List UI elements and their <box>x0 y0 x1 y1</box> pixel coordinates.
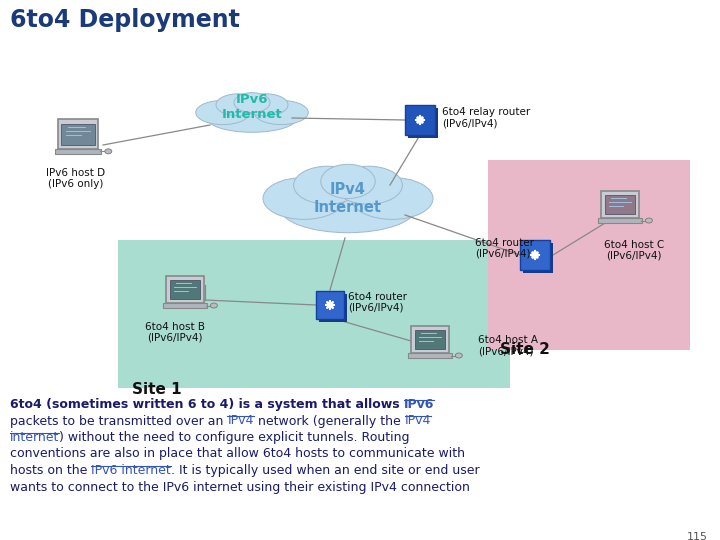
FancyBboxPatch shape <box>415 330 446 349</box>
FancyBboxPatch shape <box>166 276 204 303</box>
FancyBboxPatch shape <box>58 119 99 149</box>
Text: IPv6 internet: IPv6 internet <box>91 464 171 477</box>
FancyBboxPatch shape <box>405 105 435 135</box>
FancyBboxPatch shape <box>118 240 510 388</box>
Ellipse shape <box>321 164 375 199</box>
Text: Site 1: Site 1 <box>132 382 181 397</box>
Text: (IPv6 only): (IPv6 only) <box>48 179 104 189</box>
Ellipse shape <box>243 94 288 116</box>
Ellipse shape <box>216 94 261 116</box>
Text: IPv4
Internet: IPv4 Internet <box>314 181 382 214</box>
FancyBboxPatch shape <box>319 294 347 322</box>
Text: (IPv6/IPv4): (IPv6/IPv4) <box>348 303 403 313</box>
Ellipse shape <box>280 183 416 233</box>
Text: (IPv6/IPv4): (IPv6/IPv4) <box>478 346 534 356</box>
FancyBboxPatch shape <box>163 303 207 308</box>
Ellipse shape <box>210 303 217 308</box>
FancyBboxPatch shape <box>408 353 451 358</box>
Text: hosts on the: hosts on the <box>10 464 91 477</box>
FancyBboxPatch shape <box>316 291 344 319</box>
Text: (IPv6/IPv4): (IPv6/IPv4) <box>475 249 531 259</box>
Text: (IPv6/IPv4): (IPv6/IPv4) <box>148 333 203 343</box>
Text: 6to4 host B: 6to4 host B <box>145 322 205 332</box>
Ellipse shape <box>254 100 308 125</box>
FancyBboxPatch shape <box>408 108 438 138</box>
Text: (IPv6/IPv4): (IPv6/IPv4) <box>606 251 662 261</box>
Ellipse shape <box>105 149 112 154</box>
FancyBboxPatch shape <box>601 191 639 218</box>
Ellipse shape <box>645 218 652 223</box>
FancyBboxPatch shape <box>411 326 449 353</box>
Text: IPv6
Internet: IPv6 Internet <box>222 93 282 122</box>
Text: 6to4 host C: 6to4 host C <box>604 240 664 250</box>
FancyBboxPatch shape <box>598 218 642 223</box>
FancyBboxPatch shape <box>55 149 102 154</box>
Text: Site 2: Site 2 <box>500 342 550 357</box>
Text: 6to4 (sometimes written 6 to 4) is a system that allows: 6to4 (sometimes written 6 to 4) is a sys… <box>10 398 404 411</box>
Ellipse shape <box>351 178 433 219</box>
Ellipse shape <box>455 353 462 358</box>
Text: conventions are also in place that allow 6to4 hosts to communicate with: conventions are also in place that allow… <box>10 448 465 461</box>
Text: (IPv6/IPv4): (IPv6/IPv4) <box>442 119 498 129</box>
Text: wants to connect to the IPv6 internet using their existing IPv4 connection: wants to connect to the IPv6 internet us… <box>10 481 470 494</box>
FancyBboxPatch shape <box>169 280 200 299</box>
Text: IPv6: IPv6 <box>404 398 434 411</box>
Ellipse shape <box>334 166 402 204</box>
Text: 6to4 relay router: 6to4 relay router <box>442 107 530 117</box>
FancyBboxPatch shape <box>61 124 94 145</box>
Text: . It is typically used when an end site or end user: . It is typically used when an end site … <box>171 464 480 477</box>
Text: 6to4 router: 6to4 router <box>475 238 534 248</box>
Ellipse shape <box>196 100 250 125</box>
Text: 6to4 Deployment: 6to4 Deployment <box>10 8 240 32</box>
Text: 6to4 router: 6to4 router <box>348 292 407 302</box>
Text: IPv4: IPv4 <box>228 415 253 428</box>
Text: internet: internet <box>10 431 59 444</box>
FancyBboxPatch shape <box>605 195 636 214</box>
Text: packets to be transmitted over an: packets to be transmitted over an <box>10 415 228 428</box>
Text: 115: 115 <box>687 532 708 540</box>
FancyBboxPatch shape <box>520 240 550 270</box>
Ellipse shape <box>207 104 297 132</box>
Ellipse shape <box>263 178 345 219</box>
Ellipse shape <box>234 93 270 112</box>
Ellipse shape <box>294 166 361 204</box>
Text: ) without the need to configure explicit tunnels. Routing: ) without the need to configure explicit… <box>59 431 410 444</box>
Text: 6to4 host A: 6to4 host A <box>478 335 538 345</box>
Text: network (generally the: network (generally the <box>253 415 405 428</box>
FancyBboxPatch shape <box>488 160 690 350</box>
Text: IPv6 host D: IPv6 host D <box>46 168 106 178</box>
FancyBboxPatch shape <box>523 243 553 273</box>
Text: IPv4: IPv4 <box>405 415 431 428</box>
